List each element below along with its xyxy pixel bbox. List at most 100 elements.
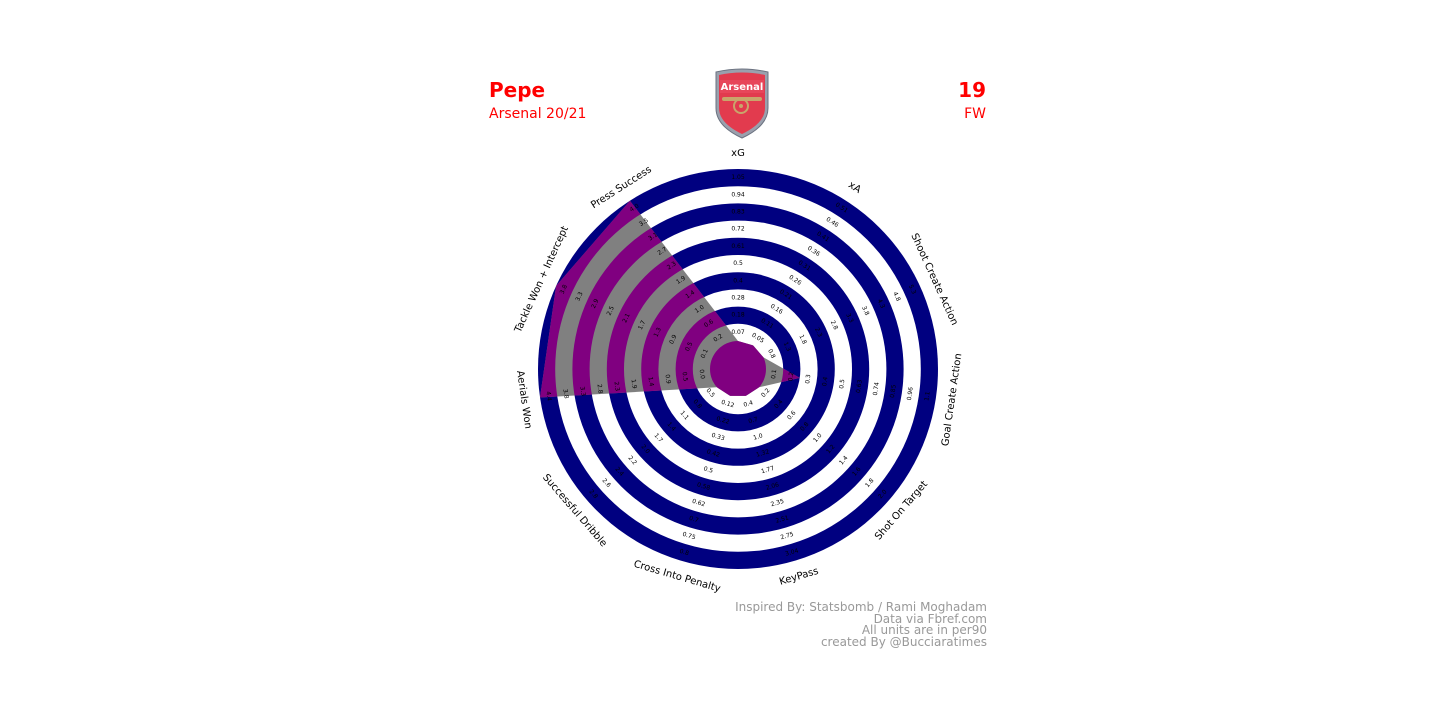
tick-label: 1.77	[760, 465, 775, 476]
tick-label: 1.7	[653, 432, 665, 444]
tick-label: 0.28	[731, 295, 745, 302]
axis-label: Goal Create Action	[940, 353, 964, 447]
credit-units: All units are in per90	[861, 623, 987, 637]
tick-label: 2.1	[621, 312, 631, 324]
tick-label: 3.3	[844, 312, 854, 324]
tick-label: 0.7	[748, 416, 759, 425]
tick-label: 1.9	[675, 275, 687, 286]
tick-label: 2.35	[770, 498, 785, 509]
tick-label: 1.4	[684, 289, 696, 300]
tick-label: 0.3	[804, 374, 812, 385]
tick-label: 1.8	[864, 477, 876, 489]
tick-label: 3.8	[561, 389, 569, 400]
tick-label: 0.22	[715, 415, 730, 426]
tick-label: 2.3	[666, 260, 678, 271]
tick-label: 0.2	[760, 387, 772, 399]
tick-label: 1.4	[666, 421, 678, 433]
tick-label: 0.5	[684, 341, 694, 353]
tick-label: 0.8	[766, 348, 776, 360]
tick-label: 0.12	[720, 399, 735, 410]
tick-label: 0.1	[770, 369, 778, 380]
shirt-number: 19	[958, 78, 986, 102]
tick-label: 0.6	[703, 318, 715, 329]
tick-label: 0.4	[743, 399, 754, 408]
tick-label: 0.94	[731, 191, 745, 198]
tick-label: 0.5	[703, 465, 714, 474]
tick-label: 2.5	[606, 305, 616, 317]
tick-label: 3.1	[647, 231, 659, 242]
tick-label: 1.0	[694, 304, 706, 315]
tick-label: 0.6	[786, 409, 798, 421]
tick-label: 0.83	[731, 209, 745, 216]
tick-label: 0.5	[838, 379, 846, 390]
tick-label: 1.8	[797, 334, 807, 346]
tick-label: 0.85	[889, 384, 898, 398]
crest-text: Arsenal	[721, 82, 764, 93]
tick-label: 0.4	[733, 277, 743, 284]
tick-label: 0.63	[855, 379, 864, 393]
tick-label: 0.4	[773, 398, 785, 410]
tick-label: 0.4	[821, 376, 829, 387]
polygon-band-center	[710, 341, 766, 397]
tick-label: 2.3	[612, 381, 620, 392]
tick-label: 0.75	[682, 531, 697, 542]
tick-label: 2.8	[595, 384, 603, 395]
tick-label: 0.1	[700, 348, 710, 360]
tick-label: 2.9	[590, 298, 600, 310]
tick-label: 0.9	[668, 334, 678, 346]
tick-label: 0.2	[712, 333, 724, 344]
tick-label: 1.0	[752, 432, 763, 441]
axis-label: Aerials Won	[514, 370, 533, 430]
tick-label: 1.05	[731, 174, 745, 181]
radar-tick-labels: 0.07 0.18 0.28 0.4 0.5 0.61 0.72 0.83 0.94 1.05 0.…	[544, 174, 931, 558]
tick-label: 2.75	[780, 531, 795, 542]
tick-label: 0.07	[731, 329, 745, 336]
tick-label: 0.33	[711, 432, 726, 443]
tick-label: 0.58	[696, 481, 711, 492]
tick-label: 2.0	[877, 488, 889, 500]
tick-label: 3.5	[638, 217, 650, 228]
tick-label: 0.9	[664, 374, 672, 385]
tick-label: 0.74	[872, 382, 881, 396]
tick-label: 0.8	[692, 398, 704, 410]
axis-label: xA	[846, 180, 863, 196]
tick-label: 4.4	[544, 391, 552, 402]
tick-label: 4.0	[629, 202, 641, 213]
tick-label: 2.8	[588, 488, 600, 500]
tick-label: 0.2	[787, 371, 795, 382]
tick-label: 0.7	[688, 515, 699, 524]
tick-label: 0.0	[698, 369, 706, 380]
tick-label: 0.5	[705, 387, 717, 399]
tick-label: 0.8	[799, 421, 811, 433]
tick-label: 0.5	[733, 260, 743, 267]
tick-label: 1.4	[838, 454, 850, 466]
tick-label: 3.8	[860, 305, 870, 317]
tick-label: 4.3	[876, 298, 886, 310]
tick-label: 2.7	[656, 246, 668, 257]
tick-label: 1.0	[812, 432, 824, 444]
credits-footer: Inspired By: Statsbomb / Rami Moghadam D…	[735, 601, 987, 648]
tick-label: 1.2	[825, 443, 837, 455]
tick-label: 0.8	[679, 548, 690, 557]
tick-label: 3.8	[559, 284, 569, 296]
tick-label: 5.3	[907, 284, 917, 296]
tick-label: 0.61	[731, 243, 745, 250]
tick-label: 2.0	[640, 443, 652, 455]
tick-label: 2.8	[829, 319, 839, 331]
tick-label: 3.3	[574, 291, 584, 303]
tick-label: 1.6	[851, 466, 863, 478]
axis-label: KeyPass	[778, 566, 820, 588]
tick-label: 0.62	[691, 498, 706, 509]
tick-label: 0.72	[731, 226, 745, 233]
tick-label: 1.3	[653, 326, 663, 338]
tick-label: 0.42	[706, 448, 721, 459]
tick-label: 0.18	[731, 312, 745, 319]
radar-polygon-layer	[540, 200, 800, 398]
tick-label: 0.5	[681, 371, 689, 382]
tick-label: 4.8	[891, 291, 901, 303]
tick-label: 2.3	[813, 327, 823, 339]
tick-label: 0.96	[906, 387, 915, 401]
tick-label: 1.7	[637, 319, 647, 331]
tick-label: 1.32	[755, 448, 770, 459]
